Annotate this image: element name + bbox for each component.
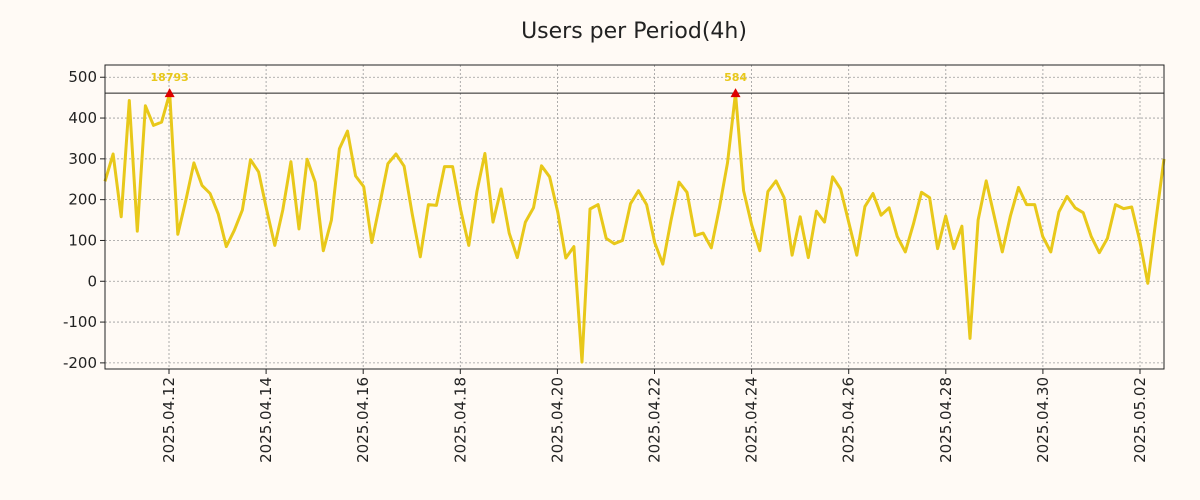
- peak-label: 18793: [151, 71, 189, 84]
- x-tick-label: 2025.04.24: [743, 377, 761, 463]
- x-tick-label: 2025.04.22: [646, 377, 664, 463]
- y-tick-label: -200: [63, 354, 97, 372]
- y-tick-label: 300: [68, 150, 97, 168]
- peak-layer: 18793 584: [151, 71, 747, 98]
- plot-frame: [104, 64, 1165, 370]
- x-tick-label: 2025.05.02: [1131, 377, 1149, 463]
- x-tick-label: 2025.04.12: [160, 377, 178, 463]
- y-tick-label: 500: [68, 68, 97, 86]
- y-tick-label: 200: [68, 191, 97, 209]
- peak-marker: [164, 88, 175, 98]
- plot-background: [105, 65, 1164, 369]
- series-layer: [103, 91, 1166, 364]
- x-tick-label: 2025.04.18: [451, 377, 469, 463]
- x-tick-label: 2025.04.16: [354, 377, 372, 463]
- x-tick-label: 2025.04.26: [840, 377, 858, 463]
- peak-label: 584: [724, 71, 747, 84]
- x-tick-label: 2025.04.28: [937, 377, 955, 463]
- y-tick-label: 100: [68, 231, 97, 249]
- y-tick-label: -100: [63, 313, 97, 331]
- x-tick-label: 2025.04.30: [1034, 377, 1052, 463]
- x-tick-label: 2025.04.20: [548, 377, 566, 463]
- y-axis: 500 400 300 200 100 0 -100 -200: [63, 68, 105, 372]
- x-tick-label: 2025.04.14: [257, 377, 275, 463]
- chart-title: Users per Period(4h): [521, 19, 747, 44]
- y-tick-label: 400: [68, 109, 97, 127]
- peak-marker: [730, 88, 741, 98]
- y-tick-label: 0: [87, 272, 97, 290]
- x-axis: 2025.04.12 2025.04.14 2025.04.16 2025.04.18…: [160, 369, 1149, 463]
- users-series-line: [103, 91, 1166, 364]
